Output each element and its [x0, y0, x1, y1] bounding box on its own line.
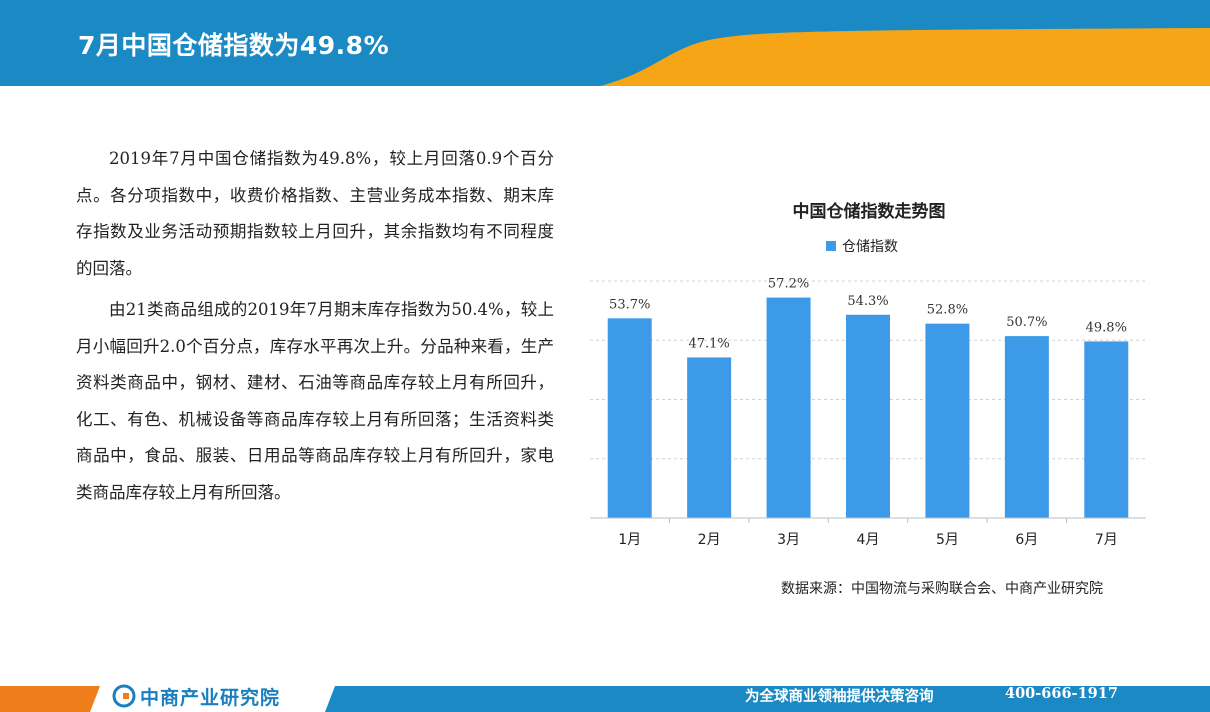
logo-text: 中商产业研究院 — [140, 686, 281, 709]
data-source-note: 数据来源：中国物流与采购联合会、中商产业研究院 — [781, 581, 1103, 597]
bar-4 — [846, 314, 890, 518]
chart-data-labels: 53.7% 47.1% 57.2% 54.3% 52.8% 50.7% 49.8% — [609, 277, 1127, 352]
bar-7 — [1084, 341, 1129, 518]
legend-swatch — [826, 241, 836, 251]
bar-3 — [766, 297, 811, 518]
bar-2 — [687, 357, 732, 518]
chart-legend: 仓储指数 — [826, 239, 898, 255]
chart-title: 中国仓储指数走势图 — [793, 201, 946, 222]
x-tick-label-5: 5月 — [936, 532, 959, 548]
x-tick-label-6: 6月 — [1015, 532, 1038, 548]
footer-phone: 400-666-1917 — [1005, 685, 1118, 702]
x-tick-label-4: 4月 — [857, 532, 880, 548]
company-logo: 中商产业研究院 — [112, 682, 280, 710]
header-banner — [0, 0, 1210, 86]
x-tick-label-3: 3月 — [777, 532, 800, 548]
chart-x-ticks: 1月 2月 3月 4月 5月 6月 7月 — [618, 518, 1118, 548]
chart-bars — [607, 297, 1129, 518]
article-body: 2019年7月中国仓储指数为49.8%，较上月回落0.9个百分点。各分项指数中，… — [76, 141, 554, 516]
data-label-1: 53.7% — [609, 297, 650, 312]
legend-label: 仓储指数 — [842, 239, 898, 255]
x-tick-label-7: 7月 — [1095, 532, 1118, 548]
data-label-6: 50.7% — [1006, 315, 1047, 330]
data-label-5: 52.8% — [927, 303, 968, 318]
x-tick-label-2: 2月 — [698, 532, 721, 548]
footer-slogan: 为全球商业领袖提供决策咨询 — [745, 689, 934, 705]
footer-banner — [0, 686, 1210, 712]
paragraph-1: 2019年7月中国仓储指数为49.8%，较上月回落0.9个百分点。各分项指数中，… — [76, 149, 554, 278]
bar-1 — [607, 318, 652, 518]
bar-5 — [925, 323, 970, 518]
data-label-2: 47.1% — [688, 336, 729, 351]
logo-mark-icon — [112, 684, 136, 708]
page-title: 7月中国仓储指数为49.8% — [78, 31, 390, 60]
data-label-4: 54.3% — [847, 294, 888, 309]
paragraph-2: 由21类商品组成的2019年7月期末库存指数为50.4%，较上月小幅回升2.0个… — [76, 300, 554, 502]
bar-6 — [1004, 336, 1049, 518]
x-tick-label-1: 1月 — [618, 532, 641, 548]
data-label-7: 49.8% — [1086, 320, 1127, 335]
data-label-3: 57.2% — [768, 277, 809, 292]
